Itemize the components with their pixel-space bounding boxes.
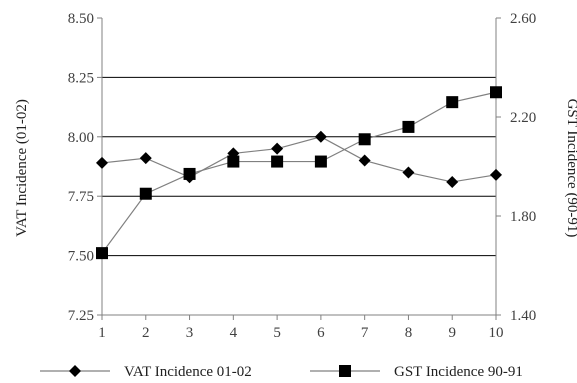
x-tick-label-6: 6 xyxy=(317,325,325,341)
left-tick-label-7.25: 7.25 xyxy=(68,308,94,324)
left-tick-label-7.50: 7.50 xyxy=(68,249,94,265)
legend-item-1: VAT Incidence 01-02 xyxy=(40,364,252,380)
series-line-1 xyxy=(101,136,497,183)
x-tick-label-5: 5 xyxy=(273,325,281,341)
series-1-point-6 xyxy=(314,130,327,143)
legend-item-2: GST Incidence 90-91 xyxy=(310,364,523,380)
x-tick-label-9: 9 xyxy=(448,325,456,341)
series xyxy=(96,86,502,260)
left-tick-label-7.75: 7.75 xyxy=(68,189,94,205)
series-line-2 xyxy=(101,91,497,254)
series-2-point-3 xyxy=(183,167,196,180)
series-2-point-1 xyxy=(96,247,108,260)
left-tick-label-8.50: 8.50 xyxy=(68,11,94,27)
x-tick-label-8: 8 xyxy=(405,325,413,341)
series-1-point-1 xyxy=(96,156,108,169)
right-tick-label-2.20: 2.20 xyxy=(510,110,536,126)
series-2-point-9 xyxy=(446,96,459,109)
right-axis-title: GST Incidence (90-91) xyxy=(564,99,577,238)
x-tick-label-4: 4 xyxy=(230,325,238,341)
legend-marker-2 xyxy=(339,365,351,377)
legend-label-2: GST Incidence 90-91 xyxy=(394,364,523,380)
x-tick-label-7: 7 xyxy=(361,325,369,341)
series-1-point-10 xyxy=(490,168,502,181)
left-axis-title: VAT Incidence (01-02) xyxy=(14,99,30,237)
right-tick-label-2.60: 2.60 xyxy=(510,11,536,27)
left-tick-label-8.25: 8.25 xyxy=(68,70,94,86)
axes xyxy=(97,17,501,320)
series-2 xyxy=(96,86,502,260)
legend: VAT Incidence 01-02 GST Incidence 90-91 xyxy=(40,364,523,380)
series-2-point-7 xyxy=(358,133,371,146)
x-tick-label-1: 1 xyxy=(98,325,106,341)
series-1 xyxy=(96,130,502,188)
series-1-point-7 xyxy=(358,154,371,167)
series-1-point-8 xyxy=(402,166,415,179)
x-tick-label-2: 2 xyxy=(142,325,150,341)
series-2-point-8 xyxy=(402,120,415,133)
series-2-point-6 xyxy=(314,155,327,168)
series-2-point-10 xyxy=(490,86,502,99)
legend-label-1: VAT Incidence 01-02 xyxy=(124,364,252,380)
series-2-point-4 xyxy=(227,155,240,168)
right-tick-label-1.40: 1.40 xyxy=(510,308,536,324)
gridlines xyxy=(102,76,496,257)
x-tick-label-10: 10 xyxy=(489,325,504,341)
series-2-point-5 xyxy=(271,155,284,168)
left-tick-label-8.00: 8.00 xyxy=(68,130,94,146)
series-1-point-2 xyxy=(139,152,152,165)
series-1-point-5 xyxy=(271,142,284,155)
series-1-point-9 xyxy=(446,175,459,188)
tick-labels: 7.25 7.50 7.75 8.00 8.25 8.50 1.40 1.80 2.20 2.60… xyxy=(68,11,537,341)
legend-marker-1 xyxy=(69,365,81,377)
right-tick-label-1.80: 1.80 xyxy=(510,209,536,225)
x-tick-label-3: 3 xyxy=(186,325,194,341)
series-2-point-2 xyxy=(139,187,152,200)
